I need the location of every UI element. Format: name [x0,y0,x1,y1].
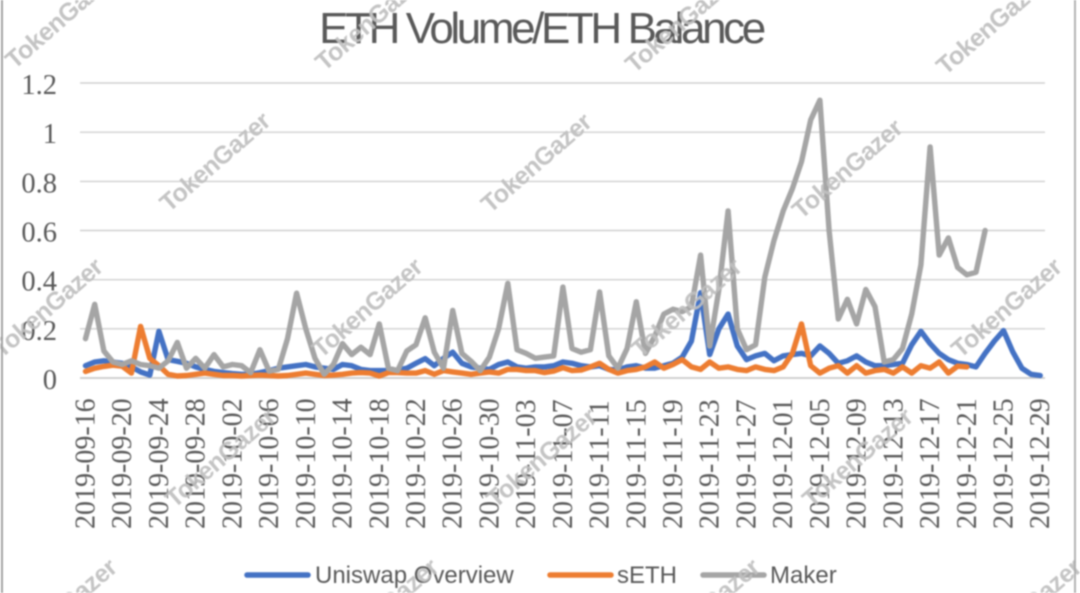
svg-text:0: 0 [43,365,57,396]
svg-text:2019-12-21: 2019-12-21 [952,398,983,529]
svg-text:2019-09-24: 2019-09-24 [144,398,175,529]
svg-text:2019-11-11: 2019-11-11 [585,400,616,529]
svg-text:2019-10-02: 2019-10-02 [217,398,248,529]
svg-text:1: 1 [43,119,57,150]
svg-text:2019-10-14: 2019-10-14 [328,398,359,529]
svg-text:2019-12-29: 2019-12-29 [1025,398,1056,529]
svg-text:ETH Volume/ETH Balance: ETH Volume/ETH Balance [319,4,765,53]
svg-text:sETH: sETH [617,562,677,589]
svg-text:0.2: 0.2 [21,316,57,347]
svg-text:2019-10-18: 2019-10-18 [364,398,395,529]
svg-text:2019-11-27: 2019-11-27 [732,399,763,529]
svg-text:Maker: Maker [770,562,837,589]
svg-text:0.4: 0.4 [21,267,57,298]
svg-text:1.2: 1.2 [21,70,57,101]
svg-text:2019-10-22: 2019-10-22 [401,398,432,529]
svg-text:2019-12-13: 2019-12-13 [878,398,909,529]
svg-text:2019-12-05: 2019-12-05 [805,398,836,529]
svg-text:2019-11-23: 2019-11-23 [695,399,726,529]
svg-text:2019-11-15: 2019-11-15 [621,399,652,529]
svg-text:2019-10-10: 2019-10-10 [291,398,322,529]
svg-text:2019-11-07: 2019-11-07 [548,399,579,529]
svg-text:2019-12-17: 2019-12-17 [915,398,946,529]
svg-text:0.8: 0.8 [21,168,57,199]
svg-text:2019-10-30: 2019-10-30 [474,398,505,529]
svg-text:2019-11-03: 2019-11-03 [511,399,542,529]
svg-text:0.6: 0.6 [21,218,57,249]
svg-text:2019-10-06: 2019-10-06 [254,398,285,529]
svg-text:2019-09-28: 2019-09-28 [181,398,212,529]
svg-text:2019-12-25: 2019-12-25 [989,398,1020,529]
svg-text:2019-12-01: 2019-12-01 [768,398,799,529]
svg-text:2019-10-26: 2019-10-26 [438,398,469,529]
svg-text:2019-12-09: 2019-12-09 [842,398,873,529]
svg-text:2019-09-20: 2019-09-20 [107,398,138,529]
svg-text:2019-09-16: 2019-09-16 [71,398,102,529]
svg-text:2019-11-19: 2019-11-19 [658,399,689,529]
svg-text:Uniswap Overview: Uniswap Overview [315,562,514,589]
